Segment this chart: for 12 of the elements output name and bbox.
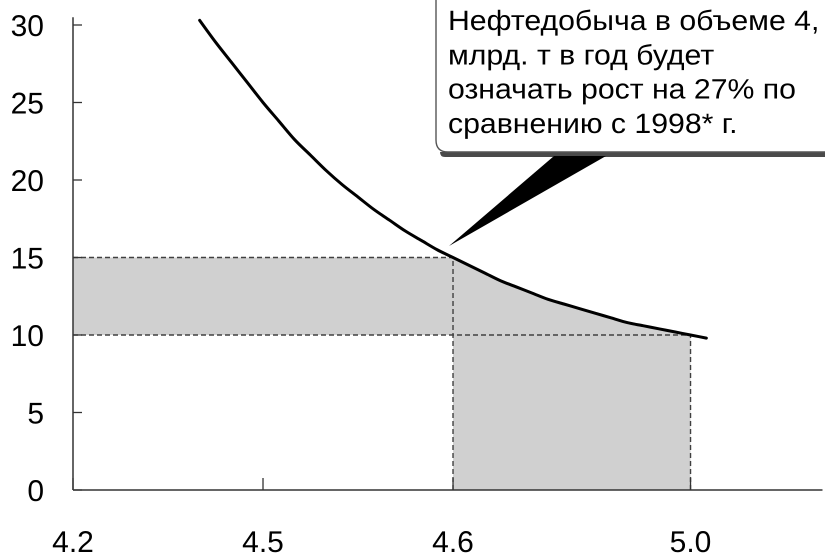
x-tick-label: 4.2 <box>52 526 94 558</box>
y-tick-label: 20 <box>10 164 44 198</box>
y-tick-label: 15 <box>10 242 44 276</box>
annotation: Нефтедобыча в объеме 4, млрд. т в год будет означать рост на 27% по сравнению с 1998* г. <box>448 6 820 140</box>
y-tick-label: 10 <box>10 320 44 353</box>
x-tick-label: 4.6 <box>432 526 474 558</box>
y-tick-label: 30 <box>10 10 44 43</box>
x-tick-label: 5.0 <box>670 526 712 558</box>
y-tick-label: 0 <box>27 474 44 508</box>
y-tick-label: 5 <box>27 397 44 430</box>
y-tick-label: 25 <box>10 87 44 120</box>
x-tick-label: 4.5 <box>242 526 284 558</box>
